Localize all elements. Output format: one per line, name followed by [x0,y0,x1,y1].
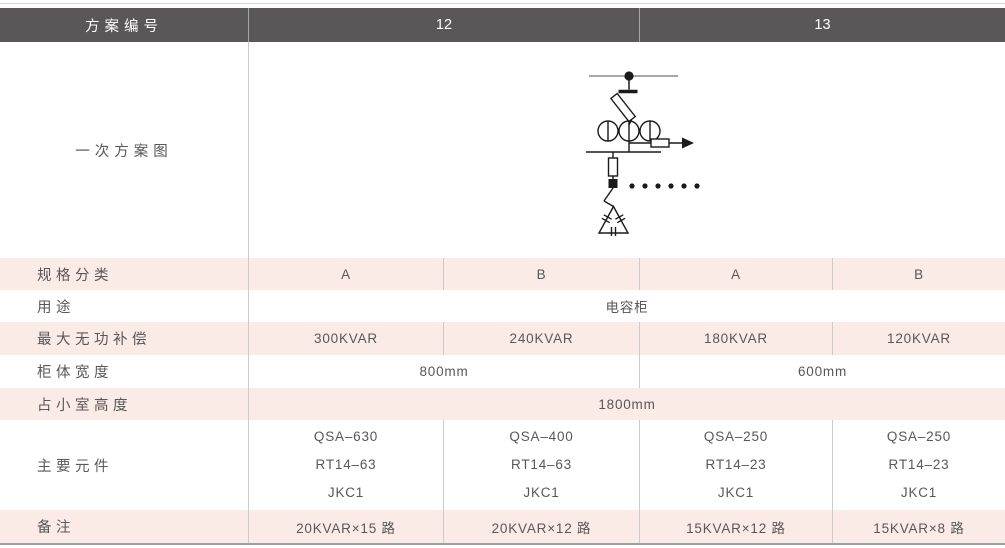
row-label-max-compensation: 最大无功补偿 [37,332,151,348]
repeat-branch-dots [629,183,700,189]
component-line: QSA–400 [509,429,574,444]
cell-components-13b: QSA–250 RT14–23 JKC1 [832,420,1005,510]
row-label-spec-class: 规格分类 [37,267,113,284]
diagram-row: 一次方案图 [0,42,1005,258]
component-line: RT14–23 [888,457,950,472]
room-height-row: 占小室高度 1800mm [0,388,1005,420]
component-line: QSA–630 [313,429,379,444]
current-transformer-circles [597,120,661,152]
cell-room-height: 1800mm [248,388,1005,420]
component-line: RT14–63 [315,457,377,472]
top-rule [0,3,1005,4]
cell-maxcomp-13b: 120KVAR [832,322,1005,355]
cell-maxcomp-13a: 180KVAR [639,322,832,355]
component-line: JKC1 [900,485,938,500]
component-line: JKC1 [717,485,755,500]
diagram-row-label: 一次方案图 [75,143,173,160]
component-line: RT14–23 [705,457,767,472]
row-label-main-components: 主要元件 [37,458,113,475]
spec-class-row: 规格分类 A B A B [0,258,1005,290]
cell-remarks-13a: 15KVAR×12 路 [639,510,832,543]
remarks-row: 备注 20KVAR×15 路 20KVAR×12 路 15KVAR×12 路 1… [0,510,1005,543]
usage-row: 用途 电容柜 [0,290,1005,322]
cell-remarks-12b: 20KVAR×12 路 [443,510,639,543]
row-label-room-height: 占小室高度 [37,397,132,414]
switch-blade [603,187,614,202]
component-line: JKC1 [523,485,560,500]
row-label-remarks: 备注 [37,520,75,536]
row-label-cabinet-width: 柜体宽度 [37,365,113,381]
busbar-line [589,71,678,94]
fuse-arrow-branch [629,137,694,149]
cell-spec-13b: B [832,258,1005,290]
branch-fuse [607,157,619,177]
diagram-cell [248,42,1005,258]
component-line: RT14–63 [511,457,572,472]
cabinet-width-row: 柜体宽度 800mm 600mm [0,355,1005,388]
capacitor-branch [586,151,661,208]
header-scheme-number-label: 方案编号 [85,18,163,35]
delta-capacitor-bank [597,205,630,236]
cell-remarks-13b: 15KVAR×8 路 [832,510,1005,543]
bottom-rule [0,543,1005,545]
cell-components-13a: QSA–250 RT14–23 JKC1 [639,420,832,510]
contactor-square [608,179,618,188]
cell-spec-12b: B [443,258,639,290]
spec-table: 方案编号 12 13 一次方案图 [0,8,1005,543]
main-components-row: 主要元件 QSA–630 RT14–63 JKC1 QSA–400 RT14–6… [0,420,1005,510]
header-scheme-13: 13 [639,8,1005,42]
cell-maxcomp-12a: 300KVAR [248,322,443,355]
cell-width-13: 600mm [639,355,1005,388]
header-row: 方案编号 12 13 [0,8,1005,42]
cell-maxcomp-12b: 240KVAR [443,322,639,355]
one-line-diagram [586,71,700,236]
cell-width-12: 800mm [248,355,639,388]
max-compensation-row: 最大无功补偿 300KVAR 240KVAR 180KVAR 120KVAR [0,322,1005,355]
cell-spec-12a: A [248,258,443,290]
cell-components-12b: QSA–400 RT14–63 JKC1 [443,420,639,510]
header-scheme-12: 12 [248,8,639,42]
cell-components-12a: QSA–630 RT14–63 JKC1 [248,420,443,510]
cell-spec-13a: A [639,258,832,290]
component-line: QSA–250 [703,429,769,444]
component-line: JKC1 [327,485,365,500]
component-line: QSA–250 [886,429,952,444]
cell-remarks-12a: 20KVAR×15 路 [248,510,443,543]
isolating-fuse-switch [609,92,637,126]
cell-usage: 电容柜 [248,290,1005,322]
row-label-usage: 用途 [37,299,75,316]
